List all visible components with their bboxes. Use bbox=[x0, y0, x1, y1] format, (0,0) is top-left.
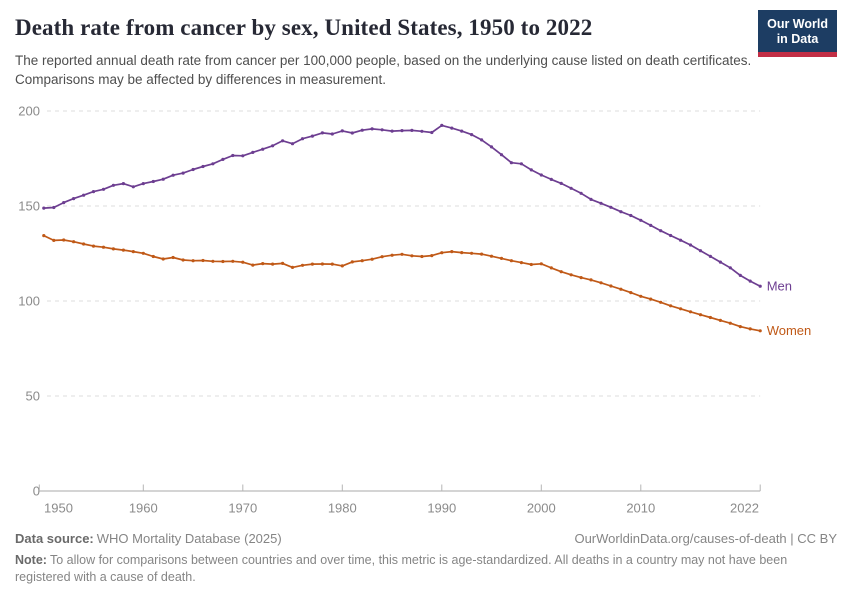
series-label-women[interactable]: Women bbox=[767, 323, 812, 338]
chart-header: Death rate from cancer by sex, United St… bbox=[15, 14, 760, 89]
y-tick-label-200: 200 bbox=[18, 104, 40, 119]
footnote-label: Note: bbox=[15, 553, 47, 567]
logo-line-2: in Data bbox=[776, 32, 819, 46]
y-tick-label-0: 0 bbox=[33, 484, 40, 499]
logo-line-1: Our World bbox=[767, 17, 828, 31]
cancer-death-rate-line-chart[interactable]: 0 50 100 150 200 1950 1960 1970 1980 1990 2000 2010… bbox=[0, 0, 850, 528]
y-tick-label-100: 100 bbox=[18, 294, 40, 309]
chart-subtitle: The reported annual death rate from canc… bbox=[15, 53, 752, 87]
x-tick-label-1950: 1950 bbox=[44, 501, 73, 516]
x-tick-label-2022: 2022 bbox=[730, 501, 759, 516]
footnote-text: To allow for comparisons between countri… bbox=[15, 553, 788, 584]
series-label-men[interactable]: Men bbox=[767, 278, 792, 293]
data-source-label: Data source: bbox=[15, 531, 94, 546]
y-tick-label-150: 150 bbox=[18, 199, 40, 214]
women-series-line[interactable] bbox=[42, 234, 762, 332]
x-tick-label-2000: 2000 bbox=[527, 501, 556, 516]
x-tick-label-1970: 1970 bbox=[228, 501, 257, 516]
data-source: Data source: WHO Mortality Database (2025… bbox=[15, 531, 282, 547]
data-source-text: WHO Mortality Database (2025) bbox=[96, 531, 282, 546]
chart-footer: Data source: WHO Mortality Database (2025… bbox=[15, 531, 837, 585]
x-tick-label-1980: 1980 bbox=[328, 501, 357, 516]
women-series-markers bbox=[42, 234, 762, 333]
footnote: Note: To allow for comparisons between co… bbox=[15, 552, 815, 585]
citation-link[interactable]: OurWorldinData.org/causes-of-death | CC … bbox=[574, 531, 837, 546]
owid-logo[interactable]: Our World in Data bbox=[758, 10, 837, 57]
x-tick-label-2010: 2010 bbox=[626, 501, 655, 516]
men-series-markers bbox=[42, 123, 762, 288]
y-tick-label-50: 50 bbox=[26, 389, 40, 404]
page-title: Death rate from cancer by sex, United St… bbox=[15, 15, 593, 40]
x-tick-label-1960: 1960 bbox=[129, 501, 158, 516]
x-tick-label-1990: 1990 bbox=[427, 501, 456, 516]
